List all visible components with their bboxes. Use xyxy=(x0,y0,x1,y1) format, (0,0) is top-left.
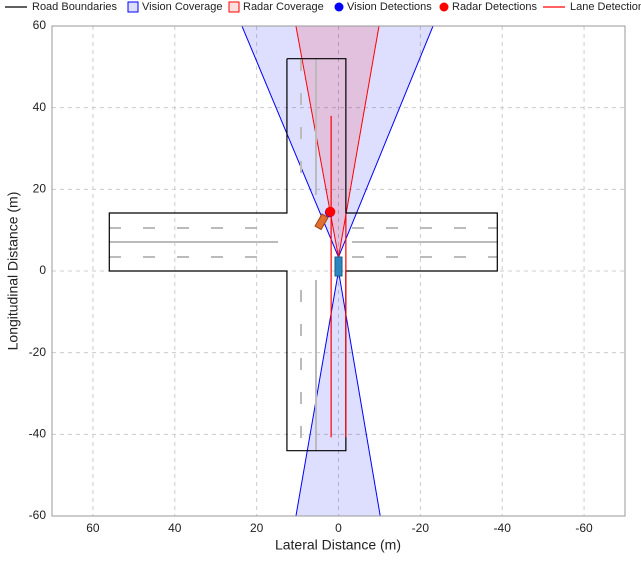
legend-label: Radar Coverage xyxy=(243,1,324,13)
y-tick-label: 0 xyxy=(39,263,46,277)
y-tick-label: -20 xyxy=(29,345,47,359)
detection-point xyxy=(325,206,336,217)
legend-symbol xyxy=(439,2,449,12)
target-vehicle xyxy=(314,213,329,231)
y-tick-label: 60 xyxy=(33,18,47,32)
legend-label: Road Boundaries xyxy=(32,1,118,13)
legend-label: Lane Detections xyxy=(570,1,641,13)
x-tick-label: -20 xyxy=(412,521,430,535)
x-tick-label: 0 xyxy=(335,521,342,535)
plot-frame xyxy=(51,25,626,517)
x-tick-label: -60 xyxy=(575,521,593,535)
lane-markings xyxy=(109,59,497,451)
x-tick-label: -40 xyxy=(494,521,512,535)
y-tick-label: 20 xyxy=(33,182,47,196)
ego-vehicle xyxy=(334,256,343,277)
x-tick-label: 60 xyxy=(86,521,100,535)
legend-label: Vision Coverage xyxy=(142,1,223,13)
y-tick-label: -40 xyxy=(29,427,47,441)
y-tick-label: 40 xyxy=(33,100,47,114)
x-tick-label: 40 xyxy=(168,521,182,535)
coverage-area xyxy=(295,270,381,516)
legend-symbol xyxy=(127,1,139,13)
legend-symbol xyxy=(334,2,344,12)
x-tick-label: 20 xyxy=(250,521,264,535)
y-axis-label: Longitudinal Distance (m) xyxy=(5,192,21,351)
line-series xyxy=(108,58,498,452)
legend-label: Vision Detections xyxy=(347,1,432,13)
y-tick-label: -60 xyxy=(29,508,47,522)
legend-label: Radar Detections xyxy=(452,1,537,13)
coverage-area xyxy=(241,26,434,259)
x-axis-label: Lateral Distance (m) xyxy=(275,537,401,553)
legend-symbol xyxy=(228,1,240,13)
